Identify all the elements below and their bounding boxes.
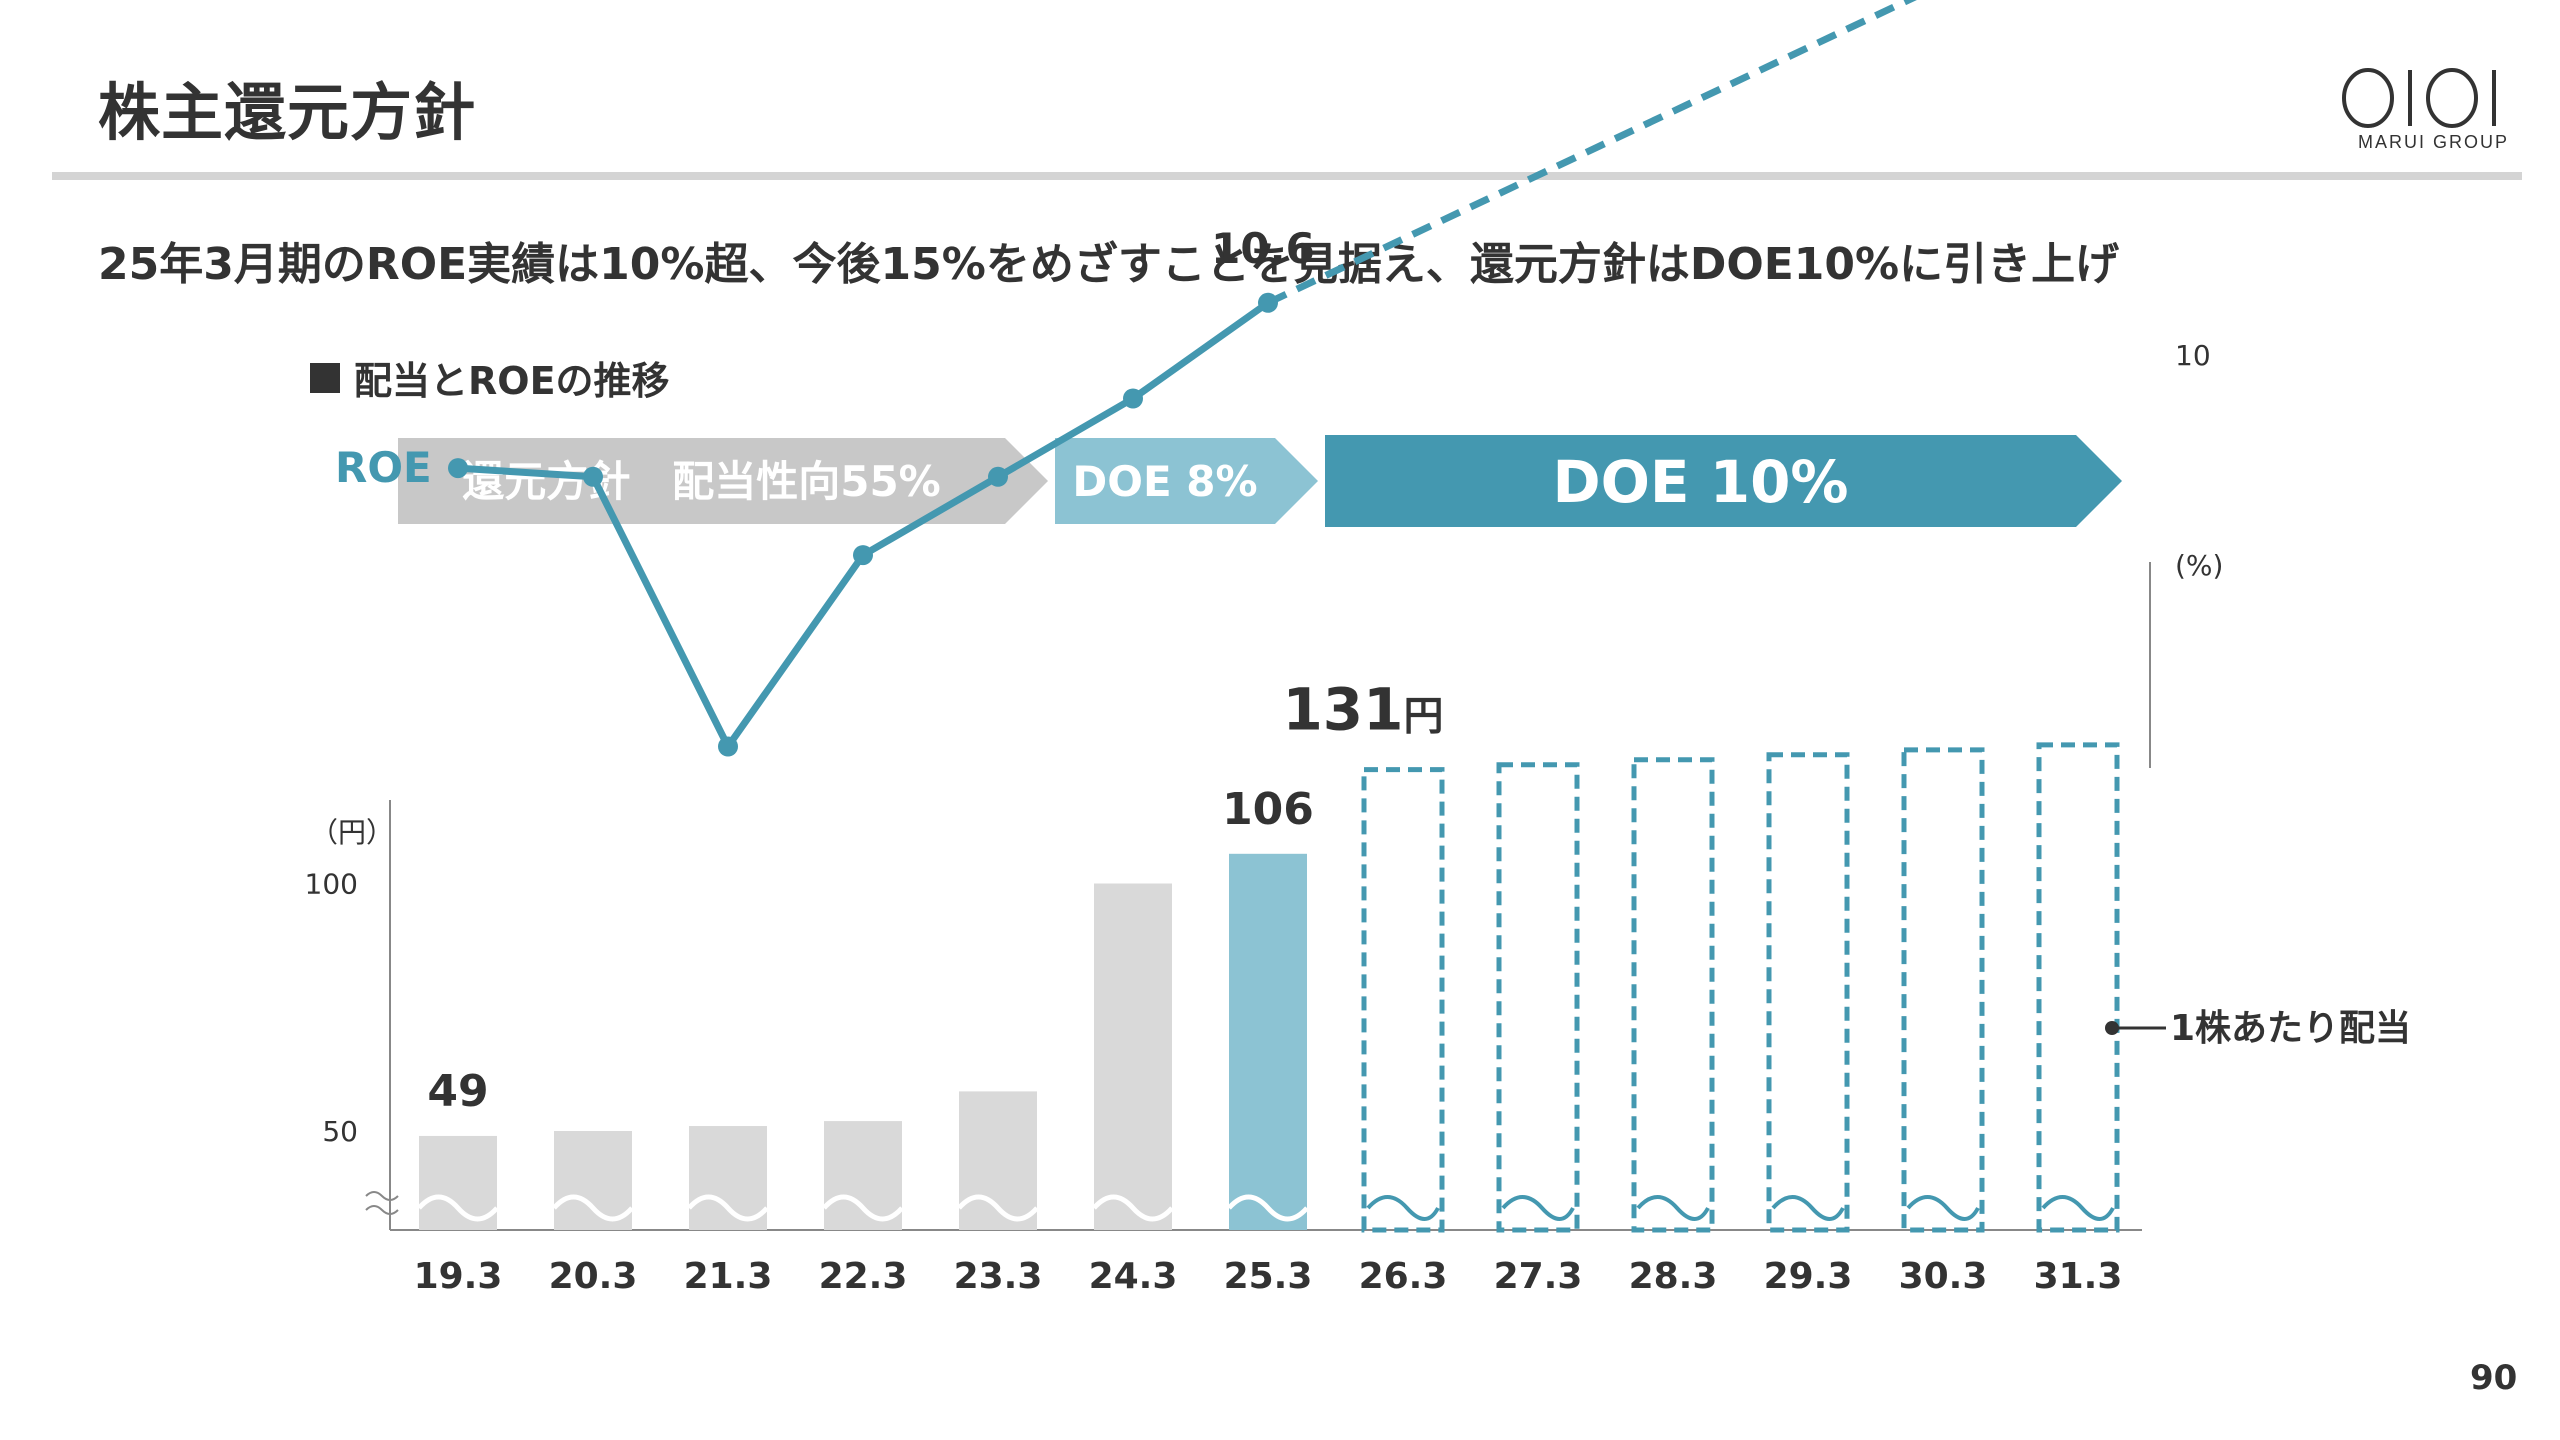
dividend-bar xyxy=(419,1135,497,1230)
dividend-legend-label: 1株あたり配当 xyxy=(2170,1008,2411,1049)
x-tick-label: 27.3 xyxy=(1494,1256,1583,1297)
dividend-data-label-value: 131 xyxy=(1282,676,1403,744)
roe-line xyxy=(457,299,1271,750)
x-tick-label: 28.3 xyxy=(1629,1256,1718,1297)
dividend-data-label-value: 49 xyxy=(427,1066,488,1117)
page-title: 株主還元方針 xyxy=(98,76,477,149)
x-tick-label: 24.3 xyxy=(1089,1256,1178,1297)
x-tick-label: 23.3 xyxy=(954,1256,1043,1297)
roe-projected-line xyxy=(1266,0,1917,306)
wave-break-icon xyxy=(957,1194,1039,1222)
dividend-y-tick: 50 xyxy=(322,1115,358,1148)
wave-break-icon xyxy=(822,1194,904,1222)
x-tick-label: 21.3 xyxy=(684,1256,773,1297)
wave-break-icon xyxy=(1501,1195,1575,1221)
dividend-data-label: 131円 xyxy=(1282,676,1443,744)
roe-point xyxy=(988,466,1008,487)
roe-data-label-value: 10.6 xyxy=(1211,224,1315,273)
wave-break-icon xyxy=(1092,1194,1174,1222)
dividend-data-label-value: 106 xyxy=(1222,784,1314,835)
dividend-data-label-unit: 円 xyxy=(1404,694,1444,740)
wave-break-icon xyxy=(1906,1195,1980,1221)
logo-caption: MARUI GROUP xyxy=(2358,132,2510,152)
dividend-bar-plan xyxy=(1766,752,1850,1233)
x-tick-label: 31.3 xyxy=(2034,1256,2123,1297)
roe-unit-label: (%) xyxy=(2175,549,2223,582)
roe-point xyxy=(1258,292,1278,313)
dividend-data-label: 49 xyxy=(427,1066,488,1117)
wave-break-icon xyxy=(687,1194,769,1222)
dividend-bar xyxy=(689,1126,767,1230)
policy-arrow-0 xyxy=(398,438,1048,524)
dividend-bar xyxy=(554,1131,632,1230)
wave-break-icon xyxy=(1227,1194,1309,1222)
dividend-bar-plan xyxy=(1631,757,1715,1233)
roe-series-label: ROE xyxy=(335,443,432,492)
wave-break-icon xyxy=(2041,1195,2115,1221)
wave-break-icon xyxy=(1366,1195,1440,1221)
policy-arrow-2 xyxy=(1325,435,2122,527)
x-tick-label: 22.3 xyxy=(819,1256,908,1297)
wave-break-icon xyxy=(1636,1195,1710,1221)
page-number: 90 xyxy=(2470,1358,2518,1398)
wave-break-icon xyxy=(1771,1195,1845,1221)
x-tick-label: 20.3 xyxy=(549,1256,638,1297)
roe-point xyxy=(853,545,873,566)
dividend-bar-plan xyxy=(1496,762,1580,1233)
marui-oioi-logo-icon xyxy=(2342,68,2496,128)
dividend-bar-plan xyxy=(2036,742,2120,1233)
dividend-unit-label: （円） xyxy=(310,816,394,849)
roe-y-tick: 10 xyxy=(2175,339,2211,372)
x-tick-label: 29.3 xyxy=(1764,1256,1853,1297)
policy-arrow-label: DOE 8% xyxy=(1072,457,1257,506)
section-label: 配当とROEの推移 xyxy=(310,350,670,405)
roe-point xyxy=(583,466,603,487)
subtitle: 25年3月期のROE実績は10%超、今後15%をめざすことを見据え、還元方針はD… xyxy=(98,239,2120,290)
axis-break-icon xyxy=(365,1191,399,1215)
dividend-bar xyxy=(1229,853,1307,1230)
roe-point xyxy=(1123,388,1143,409)
title-divider xyxy=(52,172,2522,180)
dividend-bar xyxy=(824,1121,902,1230)
policy-arrow-label: 還元方針 配当性向55% xyxy=(462,457,941,506)
dividend-bar-plan xyxy=(1901,747,1985,1233)
square-bullet-icon xyxy=(310,362,340,393)
roe-point xyxy=(718,736,738,757)
dividend-y-tick: 100 xyxy=(305,868,358,901)
x-tick-label: 25.3 xyxy=(1224,1256,1313,1297)
dividend-data-label: 106 xyxy=(1222,784,1314,835)
policy-arrow-label: DOE 10% xyxy=(1552,448,1848,516)
dividend-bar xyxy=(1094,883,1172,1230)
section-label-text: 配当とROEの推移 xyxy=(354,359,670,403)
x-tick-label: 30.3 xyxy=(1899,1256,1988,1297)
wave-break-icon xyxy=(552,1194,634,1222)
dividend-bar-plan xyxy=(1361,767,1445,1233)
x-tick-label: 19.3 xyxy=(414,1256,503,1297)
roe-data-label: 10.6 xyxy=(1211,224,1315,273)
policy-arrow-1 xyxy=(1055,438,1318,524)
roe-point xyxy=(448,458,468,479)
wave-break-icon xyxy=(417,1194,499,1222)
x-tick-label: 26.3 xyxy=(1359,1256,1448,1297)
